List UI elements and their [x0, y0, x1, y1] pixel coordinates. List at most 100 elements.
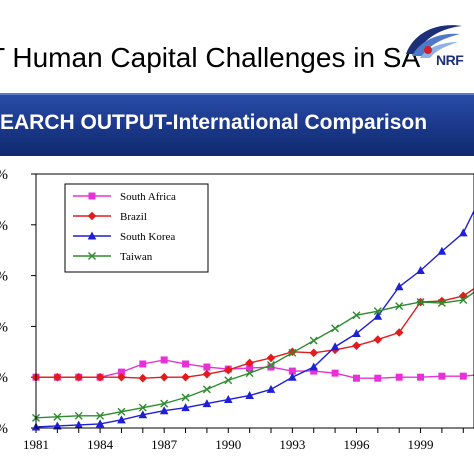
data-point — [373, 311, 383, 320]
legend-item: South Africa — [73, 191, 176, 203]
banner-text: SEARCH OUTPUT-International Comparison — [0, 111, 428, 134]
data-point — [74, 420, 84, 429]
y-axis: %%%%%% — [0, 167, 36, 437]
data-point — [246, 364, 254, 372]
legend-item: Brazil — [73, 211, 147, 223]
data-point — [352, 341, 361, 351]
data-point — [373, 307, 382, 316]
data-point — [309, 348, 319, 358]
data-point — [331, 369, 339, 377]
data-point — [202, 399, 212, 408]
series-taiwan — [32, 291, 474, 422]
data-point — [181, 393, 190, 402]
data-point — [288, 372, 297, 381]
line-chart: %%%%%% 198119841987199019931996199920 So… — [0, 160, 474, 474]
x-tick-label: 1990 — [215, 437, 241, 452]
section-banner: SEARCH OUTPUT-International Comparison — [0, 93, 474, 156]
data-point — [394, 282, 404, 291]
data-point — [74, 372, 84, 382]
data-point — [288, 348, 297, 357]
data-point — [95, 372, 105, 382]
data-point — [416, 266, 425, 275]
data-point — [310, 367, 318, 375]
data-point — [245, 358, 254, 368]
slide-title-text: T Human Capital Challenges in SA — [0, 42, 421, 73]
legend: South Africa Brazil South Korea Taiwan — [64, 183, 209, 273]
data-point — [459, 295, 468, 304]
logo-dot — [424, 46, 432, 54]
data-point — [138, 403, 147, 412]
data-point — [266, 384, 276, 393]
y-tick-label: % — [0, 218, 8, 234]
data-point — [117, 407, 126, 416]
data-point — [352, 374, 360, 382]
x-axis: 198119841987199019931996199920 — [23, 428, 464, 452]
slide-title: T Human Capital Challenges in SA — [0, 40, 474, 84]
data-point — [138, 373, 148, 383]
data-point — [88, 192, 96, 200]
data-point — [160, 399, 169, 408]
data-point — [203, 363, 211, 371]
data-point — [74, 411, 83, 420]
series-south-korea — [31, 209, 474, 431]
data-point — [331, 324, 340, 333]
data-point — [87, 231, 97, 240]
logo-swoosh-2 — [412, 33, 460, 56]
data-point — [182, 360, 190, 368]
data-point — [202, 385, 211, 394]
data-point — [53, 372, 62, 382]
data-point — [352, 329, 361, 338]
data-point — [245, 390, 254, 399]
data-point — [223, 395, 233, 404]
data-point — [117, 368, 125, 376]
data-point — [458, 228, 468, 237]
x-tick-label: 1999 — [408, 437, 434, 452]
data-point — [53, 412, 62, 421]
y-tick-label: % — [0, 421, 8, 437]
data-point — [437, 246, 447, 255]
data-point — [438, 372, 446, 380]
data-point — [181, 372, 190, 382]
data-point — [160, 356, 168, 364]
legend-label: South Korea — [120, 231, 175, 243]
data-point — [288, 367, 296, 375]
y-tick-label: % — [0, 269, 8, 285]
data-point — [245, 369, 254, 378]
legend-item: Taiwan — [73, 251, 153, 263]
legend-label: Taiwan — [120, 251, 153, 263]
data-point — [224, 376, 233, 385]
series-group — [31, 209, 474, 431]
logo-swoosh-3 — [420, 42, 458, 58]
data-point — [374, 374, 382, 382]
data-point — [138, 410, 148, 419]
data-point — [87, 211, 97, 221]
legend-label: South Africa — [120, 191, 176, 203]
nrf-logo — [406, 25, 462, 58]
y-tick-label: % — [0, 167, 8, 183]
x-tick-label: 1981 — [23, 437, 49, 452]
data-point — [117, 372, 126, 382]
y-tick-label: % — [0, 370, 8, 386]
data-point — [139, 360, 147, 368]
x-tick-label: 1996 — [343, 437, 370, 452]
data-point — [394, 328, 404, 337]
data-point — [266, 353, 276, 363]
data-point — [416, 298, 425, 307]
data-point — [395, 302, 404, 311]
data-point — [117, 415, 126, 424]
data-point — [309, 362, 319, 371]
x-tick-label: 1987 — [151, 437, 178, 452]
data-point — [267, 361, 275, 370]
data-point — [88, 252, 96, 260]
data-point — [395, 373, 403, 381]
data-point — [95, 419, 105, 428]
plot-frame — [35, 173, 474, 429]
data-point — [202, 369, 212, 379]
data-point — [223, 365, 233, 375]
data-point — [159, 406, 169, 415]
data-point — [437, 299, 446, 308]
data-point — [330, 342, 340, 351]
data-point — [267, 363, 275, 371]
data-point — [458, 291, 468, 301]
data-point — [96, 411, 105, 420]
